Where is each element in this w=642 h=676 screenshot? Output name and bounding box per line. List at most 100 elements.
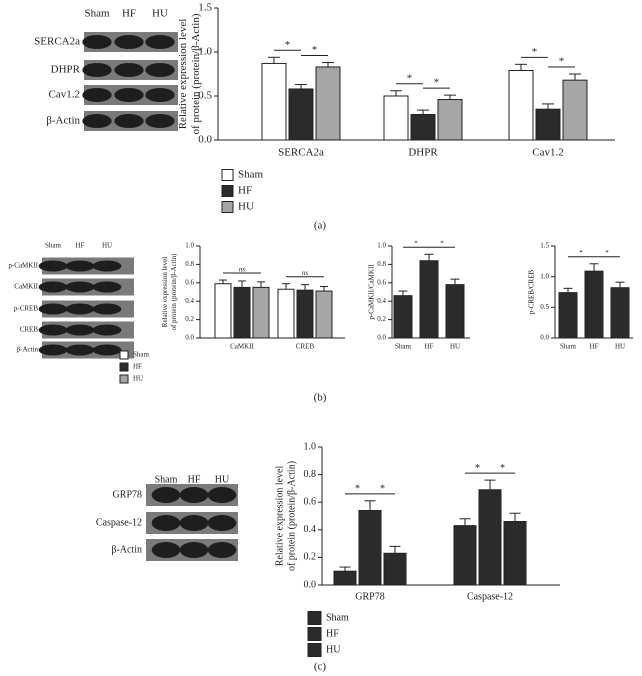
significance-label: * [355,484,360,495]
y-tick-label: 0.4 [304,524,317,535]
lane-label: Sham [84,8,110,20]
y-tick-label: 0.5 [540,303,549,311]
bar [478,489,502,586]
blot-band [179,515,209,531]
bar [535,108,561,141]
bar [562,79,588,141]
legend-swatch [307,627,322,641]
y-tick-label: 0.2 [377,315,386,323]
blot-band [92,260,122,272]
bar [410,113,436,141]
error-bar [459,518,471,526]
error-bar [339,566,351,572]
blot-band [114,114,144,128]
error-bar [484,479,496,490]
lane-label: HU [215,474,230,485]
bar [445,284,465,339]
y-tick-label: 0.5 [198,90,212,102]
error-bar [417,109,429,115]
blot-band [179,487,209,503]
significance-label: * [559,56,565,68]
lane-label: Sham [155,474,178,485]
blot-band [82,88,112,102]
row-label: CaMKII [14,283,38,291]
y-tick-label: 1.5 [540,242,549,250]
bar [383,95,409,141]
panel-label: (a) [314,220,327,232]
x-tick-label: GRP78 [355,591,384,602]
y-tick-label: 1.5 [198,2,212,14]
blot-band [92,281,122,293]
blot-band [38,303,68,315]
error-bar [301,284,309,291]
y-tick-label: 0.8 [185,260,194,268]
significance-label: * [475,463,480,474]
error-bar [219,279,227,284]
error-bar [509,512,521,522]
bar [315,290,333,339]
legend-swatch [307,611,322,625]
y-axis-label: Relative expression level [161,257,169,327]
blot-band [151,515,181,531]
row-label: GRP78 [113,489,142,500]
x-tick-label: CaMKII [230,343,254,351]
error-bar [320,285,328,292]
x-tick-label: Sham [395,343,412,351]
lane-label: HF [76,242,85,250]
bar [503,521,527,586]
bar [315,66,341,141]
significance-label: * [579,249,583,257]
blot-band [65,281,95,293]
blot-band [38,281,68,293]
error-bar [563,287,573,293]
row-label: β-Actin [46,115,80,127]
significance-label: * [440,240,444,248]
blot-band [114,63,144,77]
y-tick-label: 0.0 [377,334,386,342]
y-axis-label: of protein (protein/β-Actin) [286,461,297,571]
y-tick-label: 0.0 [198,134,212,146]
significance-label: * [500,463,505,474]
significance-label: * [605,249,609,257]
legend-label: HF [326,628,339,639]
blot-band [92,303,122,315]
blot-band [65,344,95,356]
bar [419,260,439,339]
bar [453,525,477,586]
x-tick-label: Cav1.2 [532,147,563,159]
blot-band [145,114,175,128]
blot-band [207,515,237,531]
error-bar [389,545,401,554]
error-bar [295,84,307,89]
y-tick-label: 0.6 [185,278,194,286]
blot-band [82,35,112,49]
error-bar [364,500,376,511]
y-tick-label: 1.0 [185,242,194,250]
y-tick-label: 0.6 [377,278,386,286]
y-tick-label: 0.8 [377,260,386,268]
y-tick-label: 0.6 [304,496,317,507]
x-tick-label: HF [425,343,434,351]
error-bar [268,56,280,64]
error-bar [542,103,554,110]
y-tick-label: 1.0 [304,441,317,452]
bar [288,88,314,141]
y-tick-label: 1.0 [198,46,212,58]
blot-band [151,487,181,503]
panel-label: (b) [314,392,327,404]
blot-band [38,260,68,272]
y-tick-label: 1.0 [377,242,386,250]
row-label: p-CREB [14,305,38,313]
lane-label: Sham [45,242,62,250]
blot-band [114,35,144,49]
blot-band [145,63,175,77]
row-label: DHPR [51,64,81,76]
y-tick-label: 0.4 [377,297,386,305]
x-tick-label: CREB [296,343,315,351]
blot-band [82,63,112,77]
y-axis-label: Relative expression level [177,19,189,130]
blot-band [92,344,122,356]
error-bar [444,94,456,100]
row-label: Cav1.2 [49,89,80,101]
blot-band [145,35,175,49]
